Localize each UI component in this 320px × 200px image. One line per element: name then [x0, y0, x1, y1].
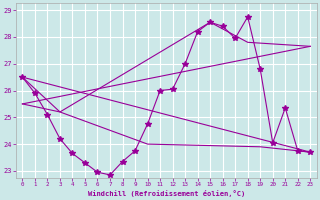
X-axis label: Windchill (Refroidissement éolien,°C): Windchill (Refroidissement éolien,°C): [88, 190, 245, 197]
